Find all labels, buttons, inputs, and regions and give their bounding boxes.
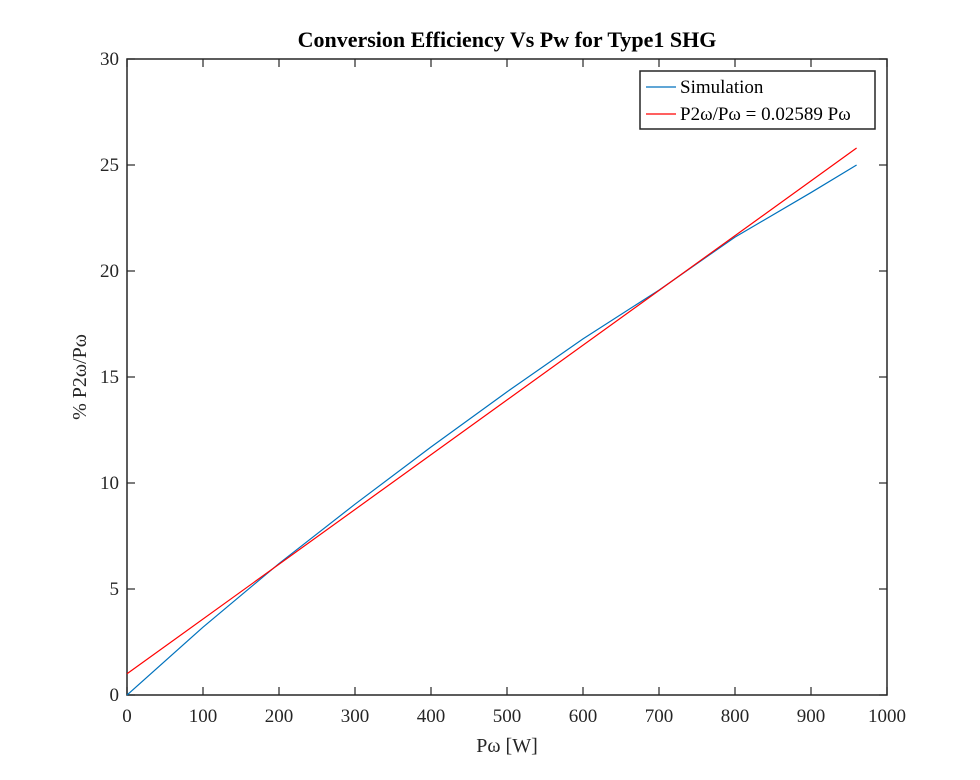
y-tick-label: 15 bbox=[100, 367, 119, 388]
y-tick-label: 5 bbox=[110, 579, 120, 600]
x-tick-label: 800 bbox=[721, 706, 750, 727]
y-tick-label: 0 bbox=[110, 685, 120, 706]
legend-label-simulation: Simulation bbox=[680, 77, 764, 98]
legend-box bbox=[639, 70, 876, 130]
y-tick-label: 25 bbox=[100, 155, 119, 176]
y-tick-label: 20 bbox=[100, 261, 119, 282]
x-tick-label: 200 bbox=[265, 706, 294, 727]
x-tick-label: 700 bbox=[645, 706, 674, 727]
chart-title: Conversion Efficiency Vs Pw for Type1 SH… bbox=[298, 27, 717, 52]
x-tick-label: 500 bbox=[493, 706, 522, 727]
x-tick-label: 300 bbox=[341, 706, 370, 727]
x-tick-label: 1000 bbox=[868, 706, 906, 727]
y-tick-label: 10 bbox=[100, 473, 119, 494]
series-lines bbox=[126, 147, 857, 696]
series-line-0 bbox=[126, 164, 857, 696]
x-tick-label: 600 bbox=[569, 706, 598, 727]
y-tick-label: 30 bbox=[100, 49, 119, 70]
axis-ticks: 0 100 200 300 400 500 600 700 800 900 1000 0 5 10 15 20… bbox=[100, 49, 906, 727]
x-tick-label: 100 bbox=[189, 706, 218, 727]
x-tick-label: 900 bbox=[797, 706, 826, 727]
plot-area bbox=[126, 58, 888, 696]
x-tick-label: 0 bbox=[122, 706, 132, 727]
legend: Simulation P2ω/Pω = 0.02589 Pω bbox=[639, 70, 876, 130]
x-axis-label: Pω [W] bbox=[476, 735, 537, 757]
series-line-1 bbox=[126, 147, 857, 675]
x-tick-label: 400 bbox=[417, 706, 446, 727]
legend-label-fit: P2ω/Pω = 0.02589 Pω bbox=[680, 104, 851, 125]
y-axis-label: % P2ω/Pω bbox=[69, 334, 91, 420]
